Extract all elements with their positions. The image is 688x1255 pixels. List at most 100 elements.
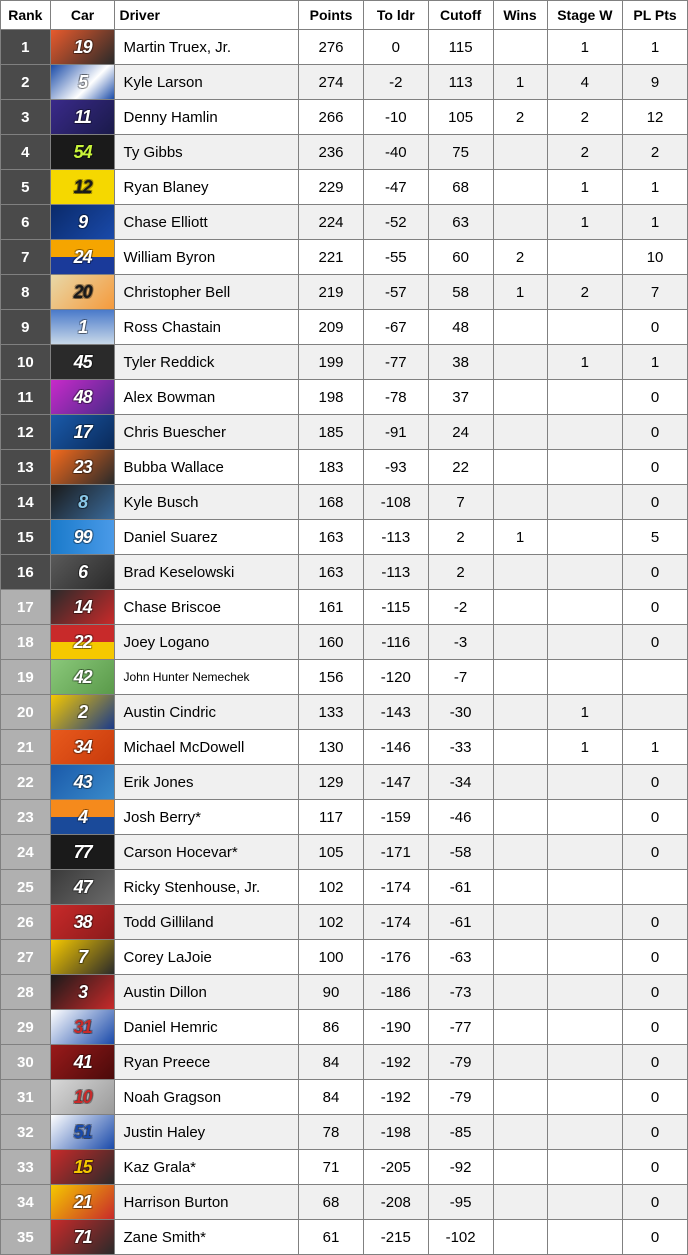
table-row: 2134Michael McDowell130-146-3311	[1, 730, 688, 765]
car-number-badge: 45	[51, 345, 115, 379]
toldr-cell: -176	[363, 940, 428, 975]
wins-cell: 1	[493, 520, 547, 555]
toldr-cell: -57	[363, 275, 428, 310]
car-cell: 14	[50, 590, 115, 625]
stagew-cell	[547, 870, 623, 905]
car-cell: 23	[50, 450, 115, 485]
plpts-cell: 9	[623, 65, 688, 100]
stagew-cell	[547, 520, 623, 555]
wins-cell	[493, 730, 547, 765]
driver-name: William Byron	[115, 240, 299, 275]
stagew-cell	[547, 905, 623, 940]
plpts-cell	[623, 870, 688, 905]
rank-cell: 34	[1, 1185, 51, 1220]
toldr-cell: -159	[363, 800, 428, 835]
car-cell: 54	[50, 135, 115, 170]
stagew-cell	[547, 1010, 623, 1045]
car-cell: 34	[50, 730, 115, 765]
rank-cell: 24	[1, 835, 51, 870]
cutoff-cell: 24	[428, 415, 493, 450]
stagew-cell: 1	[547, 345, 623, 380]
cutoff-cell: -95	[428, 1185, 493, 1220]
plpts-cell	[623, 695, 688, 730]
cutoff-cell: -85	[428, 1115, 493, 1150]
points-cell: 102	[299, 870, 364, 905]
wins-cell	[493, 870, 547, 905]
points-cell: 105	[299, 835, 364, 870]
table-row: 283Austin Dillon90-186-730	[1, 975, 688, 1010]
plpts-cell: 1	[623, 730, 688, 765]
car-cell: 38	[50, 905, 115, 940]
driver-name: Carson Hocevar*	[115, 835, 299, 870]
car-number-badge: 99	[51, 520, 115, 554]
plpts-cell: 10	[623, 240, 688, 275]
toldr-cell: 0	[363, 30, 428, 65]
car-cell: 2	[50, 695, 115, 730]
cutoff-cell: -34	[428, 765, 493, 800]
points-cell: 219	[299, 275, 364, 310]
plpts-cell: 7	[623, 275, 688, 310]
toldr-cell: -77	[363, 345, 428, 380]
wins-cell	[493, 555, 547, 590]
table-row: 3251Justin Haley78-198-850	[1, 1115, 688, 1150]
cutoff-cell: 58	[428, 275, 493, 310]
car-number-badge: 3	[51, 975, 115, 1009]
cutoff-cell: 63	[428, 205, 493, 240]
car-number-badge: 41	[51, 1045, 115, 1079]
points-cell: 183	[299, 450, 364, 485]
toldr-cell: -174	[363, 870, 428, 905]
cutoff-cell: -30	[428, 695, 493, 730]
table-row: 2243Erik Jones129-147-340	[1, 765, 688, 800]
plpts-cell: 0	[623, 1045, 688, 1080]
wins-cell	[493, 695, 547, 730]
car-number-badge: 2	[51, 695, 115, 729]
plpts-cell: 0	[623, 905, 688, 940]
rank-cell: 2	[1, 65, 51, 100]
plpts-cell: 0	[623, 940, 688, 975]
rank-cell: 33	[1, 1150, 51, 1185]
wins-cell	[493, 170, 547, 205]
toldr-cell: -143	[363, 695, 428, 730]
cutoff-cell: 75	[428, 135, 493, 170]
toldr-cell: -47	[363, 170, 428, 205]
rank-cell: 7	[1, 240, 51, 275]
car-number-badge: 1	[51, 310, 115, 344]
wins-cell	[493, 380, 547, 415]
car-cell: 43	[50, 765, 115, 800]
driver-name: Harrison Burton	[115, 1185, 299, 1220]
stagew-cell	[547, 555, 623, 590]
points-cell: 199	[299, 345, 364, 380]
rank-cell: 27	[1, 940, 51, 975]
wins-cell	[493, 835, 547, 870]
points-cell: 129	[299, 765, 364, 800]
points-cell: 86	[299, 1010, 364, 1045]
car-cell: 19	[50, 30, 115, 65]
stagew-cell	[547, 1220, 623, 1255]
table-header: RankCarDriverPointsTo ldrCutoffWinsStage…	[1, 1, 688, 30]
plpts-cell: 0	[623, 590, 688, 625]
table-row: 166Brad Keselowski163-11320	[1, 555, 688, 590]
stagew-cell	[547, 1080, 623, 1115]
stagew-cell	[547, 240, 623, 275]
table-row: 1217Chris Buescher185-91240	[1, 415, 688, 450]
driver-name: Austin Cindric	[115, 695, 299, 730]
plpts-cell: 1	[623, 30, 688, 65]
driver-name: Joey Logano	[115, 625, 299, 660]
wins-cell	[493, 30, 547, 65]
rank-cell: 26	[1, 905, 51, 940]
rank-cell: 29	[1, 1010, 51, 1045]
car-number-badge: 17	[51, 415, 115, 449]
car-cell: 71	[50, 1220, 115, 1255]
car-cell: 1	[50, 310, 115, 345]
rank-cell: 10	[1, 345, 51, 380]
table-body: 119Martin Truex, Jr.27601151125Kyle Lars…	[1, 30, 688, 1255]
wins-cell	[493, 415, 547, 450]
stagew-cell	[547, 310, 623, 345]
plpts-cell: 0	[623, 625, 688, 660]
driver-name: Christopher Bell	[115, 275, 299, 310]
plpts-cell: 0	[623, 1220, 688, 1255]
car-number-badge: 11	[51, 100, 115, 134]
cutoff-cell: -79	[428, 1045, 493, 1080]
driver-name: John Hunter Nemechek	[115, 660, 299, 695]
toldr-cell: -113	[363, 520, 428, 555]
